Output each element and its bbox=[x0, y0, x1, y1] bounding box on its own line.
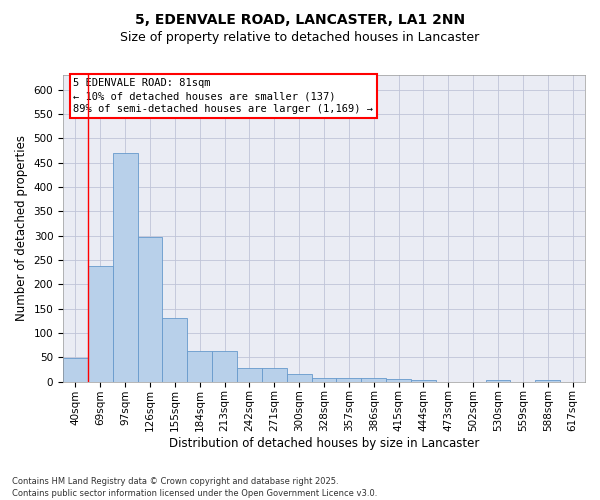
Bar bbox=[137, 236, 163, 382]
Bar bbox=[187, 352, 212, 382]
Bar bbox=[262, 368, 287, 382]
X-axis label: Distribution of detached houses by size in Lancaster: Distribution of detached houses by size … bbox=[169, 437, 479, 450]
Text: 5 EDENVALE ROAD: 81sqm
← 10% of detached houses are smaller (137)
89% of semi-de: 5 EDENVALE ROAD: 81sqm ← 10% of detached… bbox=[73, 78, 373, 114]
Bar bbox=[88, 266, 113, 382]
Bar bbox=[287, 374, 311, 382]
Text: Contains HM Land Registry data © Crown copyright and database right 2025.
Contai: Contains HM Land Registry data © Crown c… bbox=[12, 476, 377, 498]
Bar bbox=[337, 378, 361, 382]
Text: Size of property relative to detached houses in Lancaster: Size of property relative to detached ho… bbox=[121, 31, 479, 44]
Text: 5, EDENVALE ROAD, LANCASTER, LA1 2NN: 5, EDENVALE ROAD, LANCASTER, LA1 2NN bbox=[135, 12, 465, 26]
Bar bbox=[212, 352, 237, 382]
Bar bbox=[311, 378, 337, 382]
Bar bbox=[386, 379, 411, 382]
Bar bbox=[485, 380, 511, 382]
Bar bbox=[411, 380, 436, 382]
Bar bbox=[361, 378, 386, 382]
Bar bbox=[535, 380, 560, 382]
Bar bbox=[237, 368, 262, 382]
Bar bbox=[63, 358, 88, 382]
Bar bbox=[113, 153, 137, 382]
Bar bbox=[163, 318, 187, 382]
Y-axis label: Number of detached properties: Number of detached properties bbox=[15, 136, 28, 322]
